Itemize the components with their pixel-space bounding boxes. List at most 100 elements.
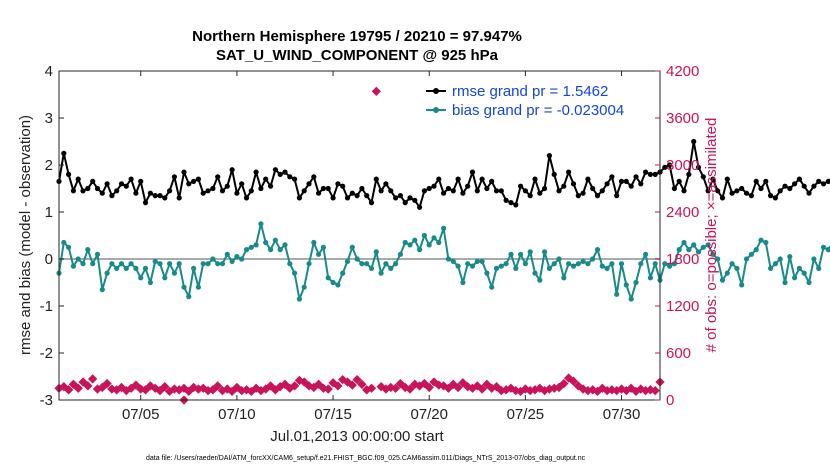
bias-point [623, 282, 629, 288]
bias-point [99, 287, 105, 293]
bias-point [441, 225, 447, 231]
rmse-point [546, 153, 553, 159]
rmse-point [75, 176, 81, 182]
bias-point [570, 263, 577, 269]
rmse-point [623, 178, 629, 184]
rmse-point [340, 183, 346, 189]
rmse-point [94, 185, 101, 192]
obs-point [63, 385, 74, 395]
obs-point [477, 384, 487, 394]
obs-point [68, 379, 79, 389]
bias-point [306, 261, 312, 267]
obs-count-layer [54, 86, 665, 405]
bias-point [825, 247, 830, 253]
rmse-point [162, 195, 168, 201]
obs-point [265, 381, 276, 391]
bias-point [417, 247, 423, 253]
rmse-point [811, 183, 817, 189]
obs-point [213, 381, 223, 391]
obs-point [313, 379, 324, 389]
bias-point [359, 261, 365, 267]
rmse-point [118, 181, 125, 187]
y-axis-label: rmse and bias (model - observation) [17, 115, 34, 355]
legend-bias-label: bias grand pr = -0.023004 [452, 102, 624, 119]
bias-point [585, 261, 591, 267]
bias-point [402, 239, 408, 246]
bias-point [296, 296, 302, 302]
bias-point [272, 237, 278, 243]
rmse-point [691, 138, 697, 145]
bias-point [70, 263, 76, 269]
legend-rmse-marker [433, 88, 439, 94]
rmse-point [585, 176, 591, 182]
rmse-point [628, 183, 634, 189]
rmse-point [686, 171, 692, 177]
bias-point [268, 247, 274, 253]
rmse-point [532, 176, 538, 182]
bias-point [104, 270, 110, 276]
bias-point [349, 244, 355, 250]
bias-point [768, 265, 774, 271]
bias-point [378, 270, 384, 276]
bias-point [527, 249, 533, 255]
obs-point [405, 384, 415, 394]
bias-point [801, 270, 807, 276]
rmse-point [330, 195, 336, 201]
rmse-point [743, 190, 750, 196]
bias-point [80, 261, 86, 267]
rmse-point [210, 185, 216, 192]
rmse-point [407, 195, 413, 201]
x-tick-label: 07/10 [218, 406, 256, 423]
bias-point [176, 261, 182, 267]
bias-point [282, 242, 288, 248]
obs-point [347, 380, 357, 390]
rmse-point [681, 188, 687, 194]
obs-point [299, 377, 309, 387]
bias-point [167, 261, 173, 267]
bias-point [479, 258, 485, 264]
bias-point [748, 251, 755, 257]
y-right-tick-label: 3000 [666, 157, 699, 174]
bias-point [594, 247, 601, 253]
rmse-point [710, 176, 716, 182]
rmse-point [176, 195, 182, 201]
rmse-point [739, 185, 745, 192]
rmse-point [551, 171, 557, 177]
rmse-point [364, 193, 370, 199]
rmse-point [205, 188, 211, 194]
rmse-point [224, 183, 230, 189]
rmse-point [109, 193, 115, 199]
rmse-point [263, 176, 269, 182]
rmse-point [152, 193, 158, 199]
rmse-point [354, 193, 360, 199]
rmse-point [700, 174, 706, 180]
obs-point [87, 374, 98, 384]
bias-point [109, 261, 115, 267]
bias-point [66, 244, 72, 250]
bias-point [94, 251, 101, 257]
x-axis-label: Jul.01,2013 00:00:00 start [270, 428, 444, 445]
rmse-point [431, 183, 437, 189]
rmse-point [518, 183, 524, 189]
rmse-point [652, 171, 658, 177]
bias-point [147, 279, 153, 286]
bias-point [431, 235, 437, 241]
bias-point [753, 247, 759, 253]
rmse-point [383, 181, 389, 187]
rmse-point [758, 185, 764, 192]
bias-point [816, 265, 822, 271]
rmse-point [542, 185, 548, 192]
rmse-point [508, 200, 514, 206]
bias-point [85, 247, 91, 253]
bias-point [667, 263, 673, 269]
obs-point [482, 379, 492, 389]
x-axis: 07/05 07/10 07/15 07/20 07/25 07/30 [122, 71, 640, 423]
rmse-point [498, 188, 504, 194]
rmse-point [594, 193, 601, 199]
bias-point [277, 247, 283, 253]
bias-point [219, 261, 226, 267]
y-axis-left: -3 -2 -1 0 1 2 3 4 [40, 63, 64, 409]
bias-point [253, 242, 259, 248]
bias-point [123, 265, 129, 271]
obs-point [155, 385, 165, 396]
